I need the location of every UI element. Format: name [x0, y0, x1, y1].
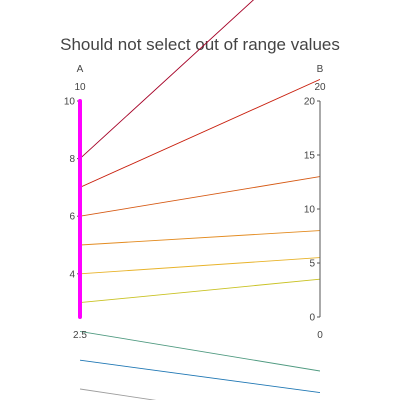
axis-range-max-label: 20: [314, 82, 326, 93]
axis-tick-label: 4: [69, 269, 75, 280]
axis-tick-label: 5: [309, 259, 315, 270]
axis-tick-label: 10: [64, 97, 76, 108]
axis-range-max-label: 10: [74, 82, 86, 93]
axis-tick-label: 20: [304, 97, 316, 108]
data-polyline[interactable]: [80, 278, 320, 304]
axis-tick-label: 15: [304, 151, 316, 162]
axis-A[interactable]: A 10 2.5 4 6 8 10: [64, 64, 88, 341]
data-polyline[interactable]: [80, 388, 320, 400]
axis-tick-label: 6: [69, 212, 75, 223]
axis-tick-label: 8: [69, 154, 75, 165]
axis-title: B: [317, 64, 324, 75]
axis-range-min-label: 0: [317, 330, 323, 341]
axis-tick-label: 10: [304, 205, 316, 216]
axes-layer: A 10 2.5 4 6 8 10 B 20 00 5 10 15 20: [64, 64, 326, 341]
data-polyline[interactable]: [80, 359, 320, 394]
axis-B[interactable]: B 20 00 5 10 15 20: [304, 64, 326, 341]
data-polyline[interactable]: [80, 330, 320, 372]
data-polyline[interactable]: [80, 230, 320, 246]
data-polyline[interactable]: [80, 257, 320, 275]
axis-tick-label: 0: [309, 313, 315, 324]
axis-range-min-label: 2.5: [73, 330, 87, 341]
polylines-layer: [80, 0, 320, 400]
axis-title: A: [77, 64, 84, 75]
chart-title: Should not select out of range values: [60, 35, 340, 54]
data-polyline[interactable]: [80, 0, 320, 159]
data-polyline[interactable]: [80, 78, 320, 188]
data-polyline[interactable]: [80, 176, 320, 217]
